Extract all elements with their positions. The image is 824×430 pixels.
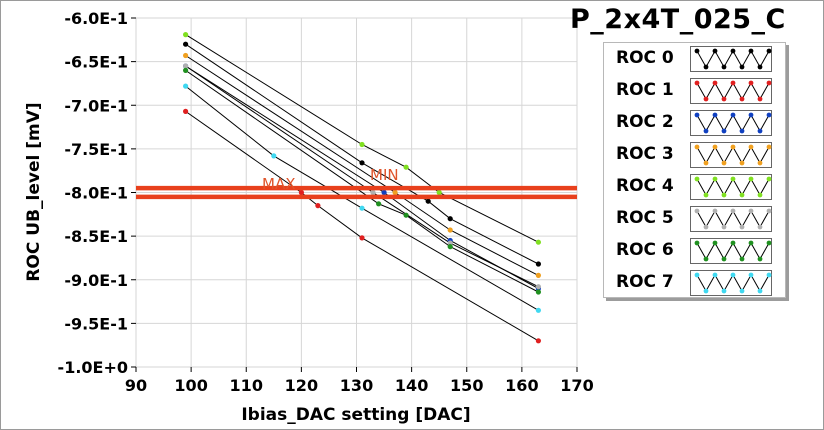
data-point-roc-1: [315, 203, 321, 209]
legend-label: ROC 2: [616, 112, 674, 132]
x-tick-label: 110: [230, 376, 263, 395]
legend-label: ROC 3: [616, 144, 674, 164]
x-tick-label: 170: [560, 376, 593, 395]
data-point-roc-3: [183, 52, 189, 59]
y-tick-label: -9.5E-1: [64, 314, 128, 333]
data-point-roc-0: [535, 261, 542, 267]
data-point-roc-0: [447, 216, 453, 222]
data-point-roc-4: [359, 141, 365, 148]
x-tick-label: 90: [125, 376, 147, 395]
data-point-roc-6: [403, 212, 409, 218]
legend-item-roc-4: ROC 4: [604, 171, 785, 203]
data-point-roc-3: [447, 227, 453, 233]
data-point-roc-1: [535, 338, 542, 344]
data-point-roc-5: [370, 189, 376, 196]
annotation-max: MAX: [262, 175, 295, 193]
series-line-roc-7: [185, 85, 539, 311]
data-point-roc-4: [403, 164, 409, 170]
data-point-roc-0: [425, 198, 431, 204]
data-point-roc-6: [447, 244, 453, 250]
x-tick-label: 160: [505, 376, 538, 395]
data-point-roc-5: [535, 284, 542, 290]
data-point-roc-4: [535, 239, 542, 245]
legend-item-roc-5: ROC 5: [604, 203, 785, 235]
data-point-roc-6: [183, 67, 189, 73]
legend-item-roc-0: ROC 0: [604, 43, 785, 75]
legend-label: ROC 1: [616, 80, 674, 100]
legend-swatch-roc-4: [690, 174, 772, 200]
data-point-roc-1: [298, 189, 304, 196]
data-point-roc-3: [392, 189, 398, 196]
data-point-roc-2: [381, 189, 387, 196]
data-point-roc-0: [183, 41, 189, 47]
series-layer: [183, 31, 542, 344]
x-axis-label: Ibias_DAC setting [DAC]: [241, 405, 470, 425]
legend-label: ROC 7: [616, 272, 674, 292]
threshold-layer: [136, 185, 577, 200]
chart-title: P_2x4T_025_C: [570, 4, 786, 35]
x-tick-label: 100: [174, 376, 207, 395]
y-tick-label: -6.0E-1: [64, 9, 128, 28]
legend-item-roc-6: ROC 6: [604, 235, 785, 267]
legend-label: ROC 5: [616, 208, 674, 228]
legend-item-roc-7: ROC 7: [604, 267, 785, 299]
data-point-roc-7: [359, 205, 365, 211]
annotation-min: MIN: [370, 166, 399, 184]
tick-labels: 90 100 110 120 130 140 150 160 170 -6.0E-1 -6.5E-1…: [58, 9, 594, 395]
data-point-roc-0: [359, 160, 365, 166]
data-point-roc-5: [183, 63, 189, 69]
data-point-roc-1: [183, 108, 189, 114]
data-point-roc-1: [359, 235, 365, 241]
grid-lines: [135, 17, 578, 368]
y-tick-label: -6.5E-1: [64, 53, 128, 72]
legend-item-roc-2: ROC 2: [604, 107, 785, 139]
legend-label: ROC 0: [616, 48, 674, 68]
data-point-roc-7: [271, 153, 277, 159]
legend-swatch-roc-7: [690, 270, 772, 296]
y-tick-label: -9.0E-1: [64, 271, 128, 290]
x-tick-label: 120: [285, 376, 318, 395]
data-point-roc-6: [535, 289, 542, 295]
legend-swatch-roc-6: [690, 238, 772, 264]
legend-swatch-roc-5: [690, 206, 772, 232]
legend-item-roc-1: ROC 1: [604, 75, 785, 107]
legend-item-roc-3: ROC 3: [604, 139, 785, 171]
legend-swatch-roc-3: [690, 142, 772, 168]
data-point-roc-7: [183, 83, 189, 89]
data-point-roc-4: [183, 31, 189, 38]
legend-label: ROC 4: [616, 176, 674, 196]
series-line-roc-5: [185, 65, 539, 288]
y-axis-label: ROC UB_level [mV]: [24, 102, 44, 281]
y-tick-label: -7.0E-1: [64, 96, 128, 115]
data-point-roc-3: [535, 272, 542, 278]
legend: ROC 0 ROC 1 ROC 2 ROC 3 ROC 4 ROC 5 ROC 6 ROC 7: [603, 42, 786, 298]
x-tick-label: 140: [395, 376, 428, 395]
y-tick-label: -1.0E+0: [58, 358, 128, 377]
legend-label: ROC 6: [616, 240, 674, 260]
y-tick-label: -7.5E-1: [64, 140, 128, 159]
y-tick-label: -8.5E-1: [64, 227, 128, 246]
data-point-roc-7: [535, 307, 542, 313]
y-tick-label: -8.0E-1: [64, 184, 128, 203]
x-tick-label: 150: [450, 376, 483, 395]
legend-swatch-roc-2: [690, 110, 772, 136]
data-point-roc-6: [376, 201, 382, 207]
legend-swatch-roc-0: [690, 46, 772, 72]
data-point-roc-4: [436, 189, 442, 196]
x-tick-label: 130: [340, 376, 373, 395]
legend-swatch-roc-1: [690, 78, 772, 104]
series-line-roc-3: [185, 55, 539, 276]
